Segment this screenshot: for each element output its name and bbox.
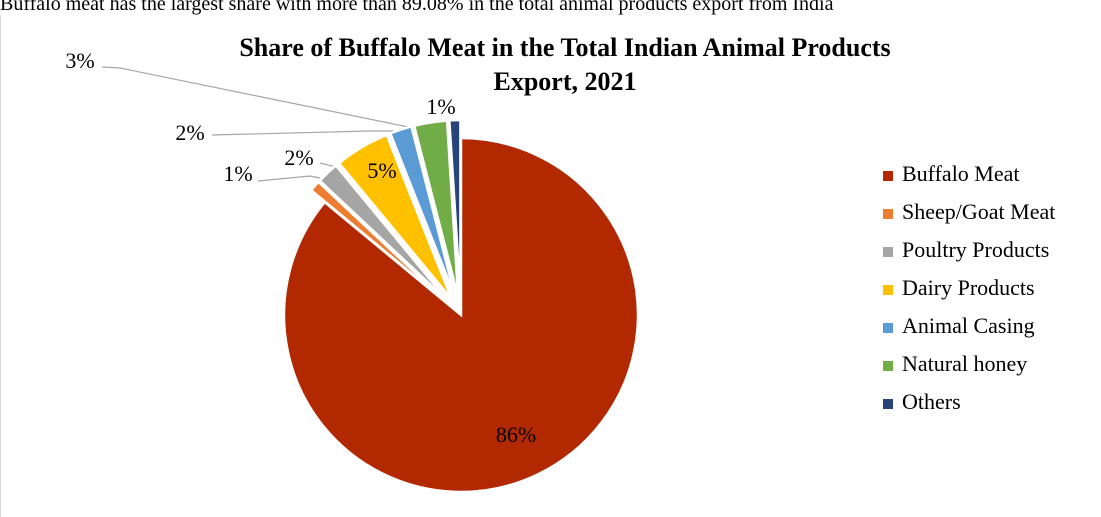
data-label: 5% bbox=[367, 158, 396, 183]
legend-label: Natural honey bbox=[902, 351, 1027, 376]
leader-line bbox=[211, 130, 398, 136]
pie-slice-poultry-products bbox=[317, 163, 450, 303]
chart-title-line: Share of Buffalo Meat in the Total India… bbox=[239, 33, 890, 62]
chart-title-line: Export, 2021 bbox=[494, 67, 637, 96]
leader-line bbox=[257, 175, 321, 182]
legend-swatch bbox=[883, 399, 893, 409]
legend-label: Others bbox=[902, 389, 961, 414]
legend-label: Animal Casing bbox=[902, 313, 1035, 338]
data-label: 2% bbox=[175, 120, 204, 145]
pie-slice-others bbox=[447, 118, 462, 298]
pie-slice-dairy-products bbox=[337, 133, 453, 301]
legend-swatch bbox=[883, 171, 893, 181]
legend-swatch bbox=[883, 323, 893, 333]
caption-text: Buffalo meat has the largest share with … bbox=[0, 0, 834, 15]
data-label: 86% bbox=[496, 422, 536, 447]
data-label: 1% bbox=[223, 161, 252, 186]
legend-label: Buffalo Meat bbox=[902, 161, 1020, 186]
data-label: 3% bbox=[65, 48, 94, 73]
chart-frame bbox=[0, 15, 1101, 517]
pie-slices bbox=[282, 118, 640, 494]
legend-label: Sheep/Goat Meat bbox=[902, 199, 1055, 224]
data-labels: 86% 1% 2% 5% 2% 3% 1% bbox=[65, 48, 536, 447]
legend-label: Poultry Products bbox=[902, 237, 1049, 262]
pie-slice-buffalo-meat bbox=[282, 136, 640, 494]
legend-swatch bbox=[883, 285, 893, 295]
legend-swatch bbox=[883, 209, 893, 219]
pie-slice-natural-honey bbox=[412, 119, 460, 298]
legend-swatch bbox=[883, 247, 893, 257]
data-label: 2% bbox=[284, 145, 313, 170]
chart-title: Share of Buffalo Meat in the Total India… bbox=[239, 33, 890, 96]
data-label: 1% bbox=[426, 94, 455, 119]
chart-legend: Buffalo Meat Sheep/Goat Meat Poultry Produ… bbox=[883, 161, 1055, 414]
legend-swatch bbox=[883, 361, 893, 371]
legend-label: Dairy Products bbox=[902, 275, 1035, 300]
pie-slice-sheep-goat-meat bbox=[309, 180, 449, 305]
leader-lines bbox=[101, 66, 450, 182]
pie-slice-animal-casing bbox=[388, 124, 457, 299]
leader-line bbox=[101, 66, 429, 132]
